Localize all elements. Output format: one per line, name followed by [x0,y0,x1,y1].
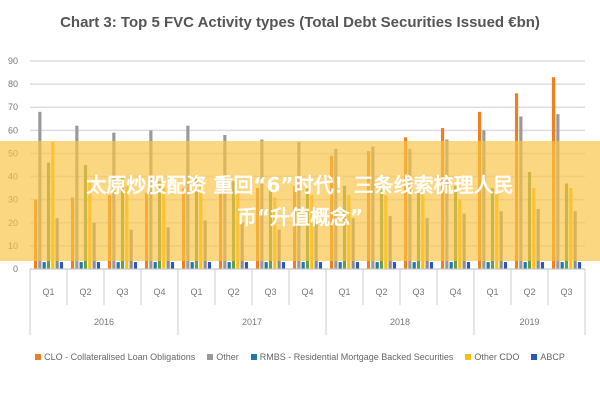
legend-label: RMBS - Residential Mortgage Backed Secur… [259,352,454,362]
bar [59,262,64,269]
bar [318,262,323,269]
year-label: 2016 [94,317,114,327]
bar [190,262,194,269]
bar [153,262,157,269]
bar [355,262,360,269]
bar [375,262,379,269]
bar [301,262,305,269]
x-tick-label: Q2 [79,287,91,297]
legend-item: RMBS - Residential Mortgage Backed Secur… [250,352,454,362]
banner-line-1: 太原炒股配资 重回“6”时代！三条线索梳理人民 [86,173,514,197]
year-label: 2019 [519,317,539,327]
x-tick-label: Q3 [116,287,128,297]
bar [338,262,342,269]
bar [133,262,138,269]
bar [540,262,545,269]
legend-item: Other [207,352,239,362]
bar [560,262,564,269]
legend-swatch [250,354,257,360]
bar [96,262,101,269]
bar [412,262,416,269]
bar [170,262,175,269]
y-tick-label: 90 [8,56,18,66]
legend-item: Other CDO [465,352,519,362]
legend-label: CLO - Collateralised Loan Obligations [44,352,196,362]
bar [486,262,490,269]
bar [523,262,527,269]
bar [42,262,46,269]
legend-label: ABCP [540,352,565,362]
legend-item: CLO - Collateralised Loan Obligations [35,352,195,362]
legend-label: Other CDO [474,352,520,362]
legend-swatch [207,354,214,360]
year-label: 2017 [242,317,262,327]
bar [392,262,397,269]
x-tick-label: Q2 [227,287,239,297]
bar [503,262,508,269]
x-tick-label: Q3 [264,287,276,297]
bar [281,262,286,269]
bar [227,262,231,269]
legend-item: ABCP [531,352,565,362]
bar [207,262,212,269]
x-tick-label: Q1 [42,287,54,297]
legend-swatch [465,354,472,360]
x-tick-label: Q3 [412,287,424,297]
legend: CLO - Collateralised Loan Obligations Oth… [0,352,600,362]
x-tick-label: Q4 [153,287,165,297]
y-tick-label: 70 [8,102,18,112]
x-tick-label: Q4 [301,287,313,297]
x-tick-label: Q4 [449,287,461,297]
bar [429,262,434,269]
bar [79,262,83,269]
x-tick-label: Q1 [338,287,350,297]
y-tick-label: 80 [8,79,18,89]
overlay-banner[interactable]: 太原炒股配资 重回“6”时代！三条线索梳理人民 币“升值概念” [0,141,600,261]
y-tick-label: 60 [8,125,18,135]
legend-label: Other [216,352,239,362]
bar [244,262,249,269]
x-tick-label: Q3 [560,287,572,297]
legend-swatch [531,354,538,360]
bar [116,262,120,269]
chart-title: Chart 3: Top 5 FVC Activity types (Total… [60,14,540,31]
year-label: 2018 [390,317,410,327]
bar [264,262,268,269]
bar [577,262,582,269]
x-tick-label: Q2 [523,287,535,297]
banner-line-2: 币“升值概念” [236,205,364,229]
x-tick-label: Q1 [190,287,202,297]
bar [449,262,453,269]
legend-swatch [35,354,42,360]
y-tick-label: 0 [13,264,18,274]
x-tick-label: Q2 [375,287,387,297]
x-tick-label: Q1 [486,287,498,297]
bar [466,262,471,269]
